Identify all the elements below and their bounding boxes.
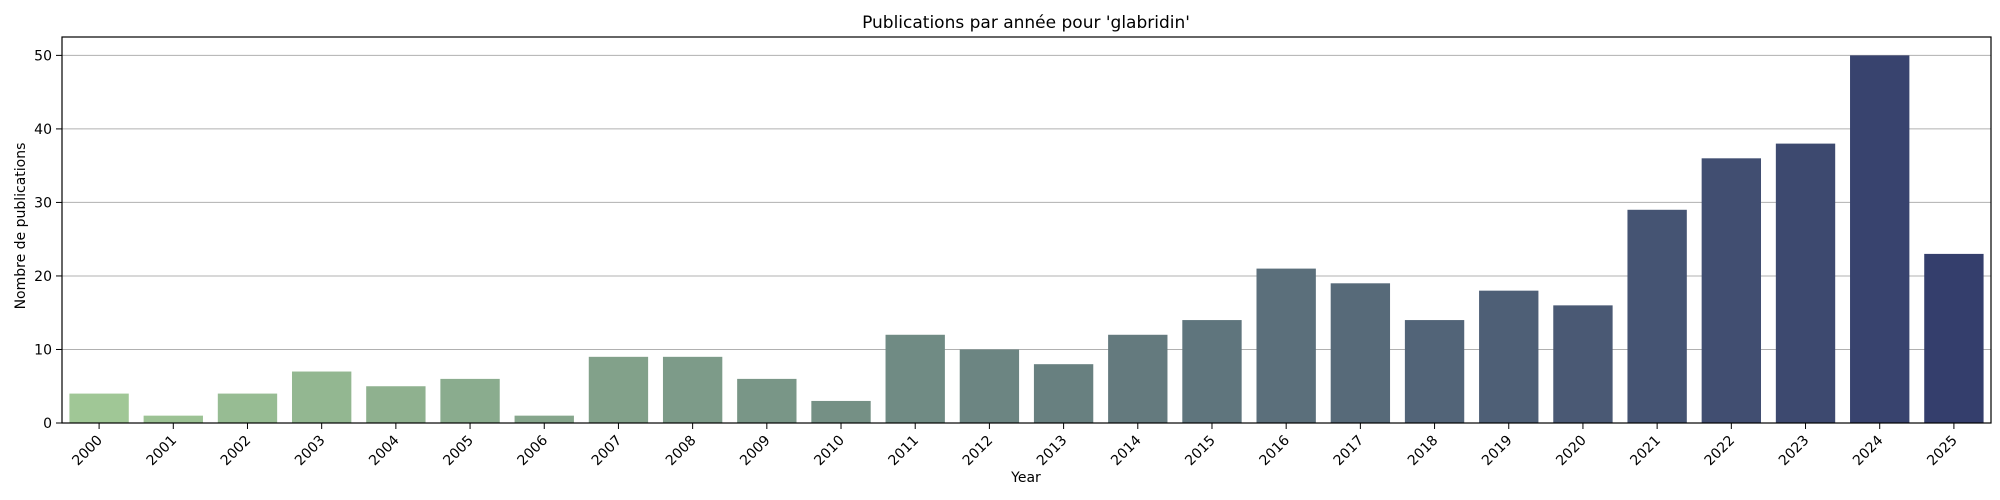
bar-2017 <box>1330 283 1391 423</box>
x-tick-label: 2014 <box>1108 432 1145 469</box>
x-tick-label: 2015 <box>1182 433 1219 470</box>
y-tick-label: 10 <box>34 342 52 358</box>
x-tick-label: 2001 <box>144 433 181 470</box>
x-tick-label: 2025 <box>1924 433 1961 470</box>
chart-title: Publications par année pour 'glabridin' <box>862 13 1190 33</box>
x-tick-label: 2012 <box>960 433 997 470</box>
x-tick-label: 2016 <box>1256 432 1293 469</box>
x-tick-label: 2009 <box>737 433 774 470</box>
x-tick-label: 2023 <box>1776 433 1813 470</box>
x-tick-label: 2006 <box>515 432 552 469</box>
bar-2009 <box>737 378 797 423</box>
y-tick-label: 40 <box>34 122 52 138</box>
bar-2008 <box>662 356 723 423</box>
y-tick-label: 20 <box>34 269 52 285</box>
y-axis-ticks: 0 10 20 30 40 50 <box>34 48 62 432</box>
bar-2023 <box>1775 143 1836 423</box>
bar-2012 <box>959 349 1020 423</box>
x-tick-label: 2018 <box>1405 433 1442 470</box>
x-tick-label: 2003 <box>292 433 329 470</box>
x-tick-label: 2005 <box>440 433 477 470</box>
x-axis-label: Year <box>1010 470 1041 486</box>
y-tick-label: 30 <box>34 195 52 211</box>
bar-2000 <box>69 393 129 423</box>
x-tick-label: 2019 <box>1479 433 1516 470</box>
x-tick-label: 2008 <box>663 433 700 470</box>
bar-2006 <box>514 415 574 423</box>
x-tick-label: 2011 <box>886 433 923 470</box>
bar-2002 <box>217 393 278 423</box>
bar-2014 <box>1108 334 1168 423</box>
x-tick-label: 2024 <box>1850 432 1887 469</box>
x-tick-label: 2007 <box>589 433 626 470</box>
bar-2010 <box>811 400 871 423</box>
x-tick-label: 2022 <box>1702 433 1739 470</box>
plot-frame <box>61 36 1992 424</box>
bar-2015 <box>1182 320 1242 423</box>
bar-2016 <box>1256 268 1316 423</box>
x-tick-label: 2004 <box>366 432 403 469</box>
x-tick-label: 2020 <box>1553 433 1590 470</box>
y-tick-label: 50 <box>34 48 52 64</box>
x-tick-label: 2002 <box>218 433 255 470</box>
bar-2020 <box>1553 305 1613 423</box>
y-tick-label: 0 <box>43 416 52 432</box>
y-axis-label: Nombre de publications <box>13 143 29 310</box>
bar-2011 <box>885 334 945 423</box>
bar-2013 <box>1033 364 1094 423</box>
x-tick-label: 2021 <box>1627 433 1664 470</box>
x-tick-label: 2000 <box>69 433 106 470</box>
x-tick-label: 2013 <box>1034 433 1071 470</box>
bar-2019 <box>1479 290 1539 423</box>
bar-2001 <box>143 415 203 423</box>
bar-2018 <box>1404 320 1465 423</box>
bar-2024 <box>1850 55 1910 423</box>
bar-2022 <box>1701 158 1762 424</box>
x-tick-label: 2010 <box>811 433 848 470</box>
x-axis-ticks: 2000 2001 2002 2003 2004 2005 2006 2007 2008 2009… <box>69 423 1961 470</box>
bar-2004 <box>366 386 426 423</box>
bars <box>69 55 1984 424</box>
x-tick-label: 2017 <box>1331 433 1368 470</box>
bar-2007 <box>588 356 649 423</box>
bar-2005 <box>440 378 500 423</box>
bar-2025 <box>1924 253 1984 423</box>
bar-2003 <box>291 371 352 423</box>
bar-2021 <box>1627 209 1687 423</box>
